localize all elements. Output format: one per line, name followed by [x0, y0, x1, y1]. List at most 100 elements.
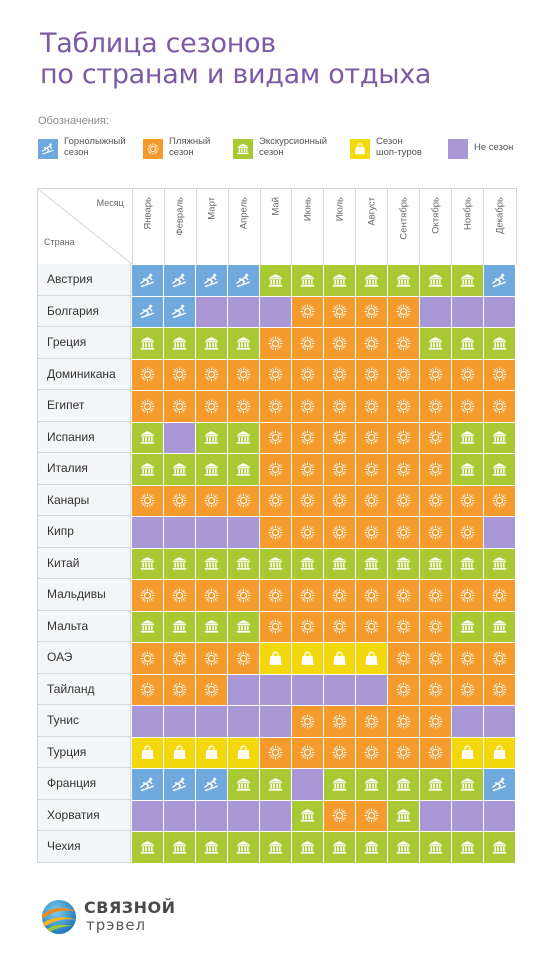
season-cell-exc: [228, 422, 259, 453]
sun-icon: [460, 525, 475, 540]
table-row: Италия: [37, 453, 517, 485]
title-line-1: Таблица сезонов: [40, 28, 276, 59]
museum-icon: [300, 557, 315, 570]
season-cell-ski: [132, 265, 163, 296]
season-cell-beach: [260, 454, 291, 485]
sun-icon: [364, 588, 379, 603]
sun-icon: [300, 304, 315, 319]
season-cell-beach: [196, 391, 227, 422]
museum-icon: [460, 840, 475, 854]
season-cell-shop: [132, 737, 163, 768]
season-cell-none: [292, 769, 323, 800]
museum-icon: [140, 620, 155, 633]
country-name: Кипр: [37, 516, 131, 548]
shopping-bag-icon: [355, 143, 365, 155]
season-cell-beach: [452, 674, 483, 705]
museum-icon: [364, 777, 379, 791]
sun-icon: [140, 588, 155, 603]
sun-icon: [396, 304, 411, 319]
season-cell-beach: [260, 580, 291, 611]
legend-swatch-ski: [38, 139, 58, 159]
corner-country-label: Страна: [44, 237, 75, 247]
season-cell-beach: [388, 674, 419, 705]
museum-icon: [428, 273, 443, 287]
season-cell-none: [452, 706, 483, 737]
season-cell-ski: [484, 265, 515, 296]
season-cell-beach: [356, 422, 387, 453]
museum-icon: [460, 620, 475, 633]
month-header: Июль: [324, 189, 357, 264]
skier-icon: [140, 777, 155, 791]
season-cell-beach: [420, 359, 451, 390]
season-cell-beach: [292, 611, 323, 642]
season-cell-exc: [164, 832, 195, 863]
shopping-bag-icon: [237, 745, 250, 760]
season-cell-beach: [196, 580, 227, 611]
season-cell-beach: [356, 454, 387, 485]
season-cell-beach: [356, 611, 387, 642]
season-cell-beach: [484, 391, 515, 422]
sun-icon: [428, 399, 443, 414]
museum-icon: [396, 777, 411, 791]
season-cell-beach: [164, 391, 195, 422]
skier-icon: [172, 777, 187, 791]
legend-text: Не сезон: [474, 142, 514, 153]
legend-swatch-beach: [143, 139, 163, 159]
sun-icon: [236, 493, 251, 508]
season-cell-beach: [356, 737, 387, 768]
month-label: Февраль: [174, 197, 186, 236]
season-cell-beach: [260, 485, 291, 516]
season-cell-exc: [388, 548, 419, 579]
season-cell-beach: [292, 391, 323, 422]
sun-icon: [428, 525, 443, 540]
season-cell-beach: [292, 517, 323, 548]
season-cell-beach: [420, 706, 451, 737]
season-cell-none: [420, 800, 451, 831]
museum-icon: [428, 336, 443, 350]
season-cell-ski: [164, 296, 195, 327]
museum-icon: [236, 462, 251, 476]
skier-icon: [204, 777, 219, 791]
country-name: Греция: [37, 327, 131, 359]
country-name: Франция: [37, 768, 131, 800]
sun-icon: [300, 462, 315, 477]
season-cell-beach: [388, 328, 419, 359]
museum-icon: [204, 840, 219, 854]
season-cell-exc: [164, 454, 195, 485]
sun-icon: [492, 588, 507, 603]
sun-icon: [396, 430, 411, 445]
season-cell-beach: [324, 517, 355, 548]
country-name: Испания: [37, 421, 131, 453]
sun-icon: [364, 619, 379, 634]
season-cell-ski: [196, 769, 227, 800]
season-cell-exc: [388, 769, 419, 800]
season-cell-ski: [196, 265, 227, 296]
season-cell-beach: [196, 359, 227, 390]
season-cell-exc: [228, 769, 259, 800]
museum-icon: [428, 557, 443, 570]
season-cell-none: [484, 296, 515, 327]
museum-icon: [460, 777, 475, 791]
sun-icon: [364, 462, 379, 477]
season-cell-beach: [324, 611, 355, 642]
sun-icon: [364, 304, 379, 319]
museum-icon: [396, 809, 411, 822]
sun-icon: [364, 493, 379, 508]
sun-icon: [332, 462, 347, 477]
season-cell-none: [452, 296, 483, 327]
season-cell-beach: [292, 737, 323, 768]
museum-icon: [492, 336, 507, 350]
skier-icon: [41, 143, 54, 155]
country-name: Турция: [37, 736, 131, 768]
season-cell-shop: [260, 643, 291, 674]
museum-icon: [428, 777, 443, 791]
season-cell-beach: [420, 422, 451, 453]
season-cell-exc: [260, 548, 291, 579]
table-row: Мальдивы: [37, 579, 517, 611]
season-cell-beach: [484, 580, 515, 611]
season-cell-none: [132, 706, 163, 737]
season-cell-beach: [292, 580, 323, 611]
season-cell-beach: [228, 391, 259, 422]
sun-icon: [140, 651, 155, 666]
season-cell-beach: [420, 737, 451, 768]
